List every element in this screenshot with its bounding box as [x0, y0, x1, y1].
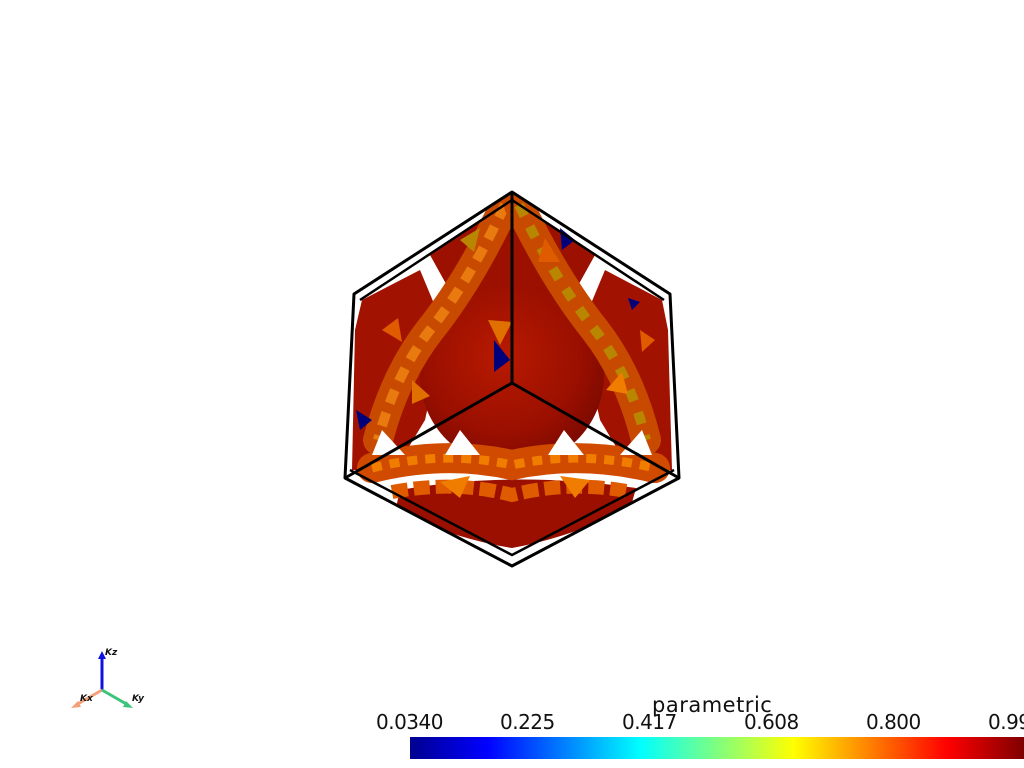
frame-outline: [343, 190, 681, 568]
surface-facet: [494, 340, 510, 372]
surface-tube-left-highlight: [373, 202, 510, 442]
surface-facet: [538, 238, 560, 262]
ky-axis-icon: [101, 688, 129, 707]
frame-inner-top: [359, 198, 665, 302]
kx-axis-icon: [75, 688, 103, 707]
surface-facet: [460, 228, 480, 252]
scalar-tick-label: 0.417: [622, 710, 677, 734]
surface-facet: [560, 476, 590, 498]
scalar-tick-label: 0.0340: [376, 710, 443, 734]
ky-arrowhead-icon: [123, 701, 133, 708]
surface-gap: [548, 430, 584, 455]
scalar-bar[interactable]: parametric 0.0340 0.225 0.417 0.608 0.80…: [372, 690, 1024, 768]
scalar-tick-label: 0.99: [988, 710, 1024, 734]
surface-gap: [445, 430, 480, 455]
surface-tube-right-highlight: [514, 202, 651, 442]
scalar-tick-label: 0.608: [744, 710, 799, 734]
scalar-bar-title: parametric: [652, 693, 773, 717]
frame-edge-right: [511, 381, 680, 480]
surface-tube-bottom-highlight: [370, 453, 657, 473]
kx-arrowhead-icon: [71, 701, 81, 708]
surface-facet: [606, 372, 628, 394]
surface-facet: [488, 320, 512, 345]
kx-label: Kx: [80, 694, 94, 704]
scalar-tick-label: 0.225: [500, 710, 555, 734]
orientation-axes-widget[interactable]: Kz Kx Ky: [66, 645, 150, 715]
kz-arrowhead-icon: [98, 651, 106, 659]
ky-label: Ky: [132, 694, 145, 704]
frame-inner-bottom: [349, 468, 675, 557]
surface-facet: [356, 410, 372, 430]
scalar-tick-label: 0.800: [866, 710, 921, 734]
brillouin-zone-frame: [343, 190, 681, 568]
kz-label: Kz: [105, 648, 118, 658]
surface-facet: [440, 476, 470, 498]
surface-facet: [412, 380, 430, 404]
surface-ring-lower: [390, 479, 634, 503]
colorbar-gradient: [410, 737, 1024, 759]
surface-facet: [640, 330, 655, 352]
surface-facet: [628, 298, 640, 310]
surface-facet: [382, 318, 402, 342]
frame-edge-left: [344, 381, 513, 480]
